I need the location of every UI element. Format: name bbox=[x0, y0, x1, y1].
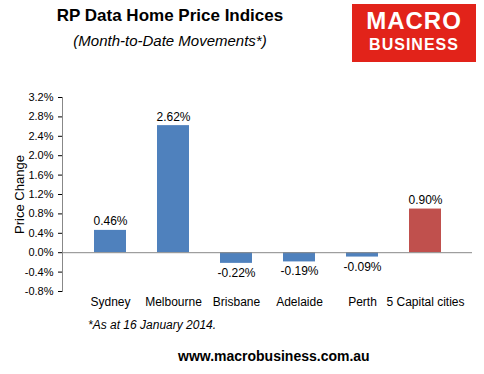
svg-text:2.62%: 2.62% bbox=[156, 110, 190, 124]
svg-text:1.2%: 1.2% bbox=[28, 188, 53, 200]
html-text:MACRO: MACRO bbox=[366, 7, 462, 34]
html-text:RP Data Home Price Indices: RP Data Home Price Indices bbox=[56, 6, 284, 25]
svg-text:0.8%: 0.8% bbox=[28, 207, 53, 219]
svg-text:0.4%: 0.4% bbox=[28, 227, 53, 239]
svg-text:0.0%: 0.0% bbox=[28, 246, 53, 258]
svg-text:Price Change: Price Change bbox=[12, 155, 27, 234]
svg-text:Adelaide: Adelaide bbox=[276, 295, 323, 309]
svg-text:2.0%: 2.0% bbox=[28, 149, 53, 161]
svg-text:3.2%: 3.2% bbox=[28, 91, 53, 103]
html-text:(Month-to-Date Movements*): (Month-to-Date Movements*) bbox=[73, 32, 267, 49]
svg-text:Sydney: Sydney bbox=[90, 295, 130, 309]
svg-text:Melbourne: Melbourne bbox=[145, 295, 202, 309]
svg-text:-0.4%: -0.4% bbox=[25, 266, 54, 278]
svg-text:-0.8%: -0.8% bbox=[25, 285, 54, 297]
svg-text:-0.22%: -0.22% bbox=[217, 266, 255, 280]
svg-text:Perth: Perth bbox=[348, 295, 377, 309]
svg-text:-0.19%: -0.19% bbox=[280, 264, 318, 278]
html-text:www.macrobusiness.com.au: www.macrobusiness.com.au bbox=[178, 348, 370, 364]
svg-text:5 Capital cities: 5 Capital cities bbox=[386, 295, 464, 309]
svg-text:Brisbane: Brisbane bbox=[213, 295, 261, 309]
html-text:*As at 16 January 2014.: *As at 16 January 2014. bbox=[88, 318, 217, 332]
svg-text:1.6%: 1.6% bbox=[28, 169, 53, 181]
svg-text:-0.09%: -0.09% bbox=[343, 260, 381, 274]
svg-text:2.8%: 2.8% bbox=[28, 110, 53, 122]
svg-text:0.46%: 0.46% bbox=[93, 214, 127, 228]
svg-text:0.90%: 0.90% bbox=[408, 193, 442, 207]
html-text:BUSINESS: BUSINESS bbox=[369, 36, 459, 53]
svg-text:2.4%: 2.4% bbox=[28, 130, 53, 142]
